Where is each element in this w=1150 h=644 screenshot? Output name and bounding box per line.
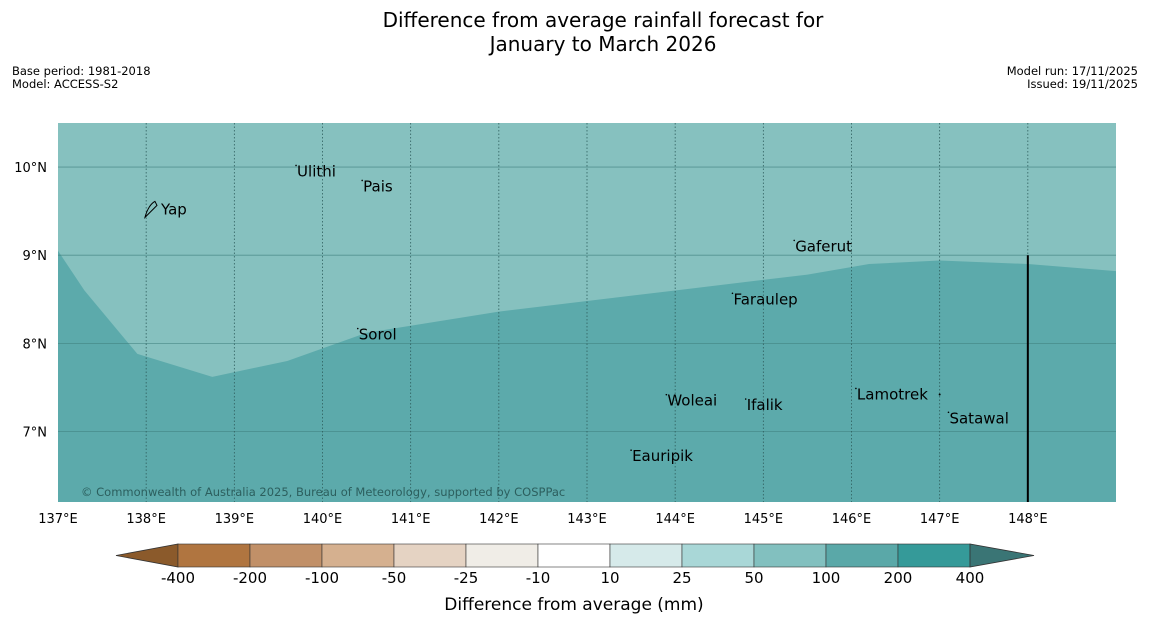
island-dot <box>295 164 297 167</box>
island-dot <box>356 327 359 330</box>
colorbar-swatch <box>825 543 899 568</box>
island-dot <box>938 393 941 396</box>
lon-tick-label: 140°E <box>303 512 343 527</box>
copyright-text: © Commonwealth of Australia 2025, Bureau… <box>81 485 565 499</box>
lat-tick-label: 10°N <box>14 161 47 176</box>
issued-text: Issued: 19/11/2025 <box>1027 77 1138 91</box>
place-label: Satawal <box>949 409 1008 427</box>
colorbar-tick-label: -200 <box>233 569 267 587</box>
island-dot <box>731 292 734 295</box>
place-label: Ifalik <box>747 396 783 414</box>
place-label: Faraulep <box>733 290 797 308</box>
colorbar-swatch <box>609 543 683 568</box>
colorbar-tick-label: 400 <box>956 569 985 587</box>
island-dot <box>947 411 950 414</box>
colorbar-swatch <box>753 543 827 568</box>
colorbar-tick-label: 200 <box>884 569 913 587</box>
lon-tick-label: 139°E <box>215 512 255 527</box>
colorbar-title: Difference from average (mm) <box>444 595 703 615</box>
colorbar-tick-label: -100 <box>305 569 339 587</box>
place-label: Lamotrek <box>857 385 928 403</box>
lon-tick-label: 145°E <box>744 512 784 527</box>
colorbar-swatch <box>465 543 539 568</box>
colorbar-swatch <box>393 543 467 568</box>
colorbar-tick-label: -10 <box>526 569 551 587</box>
map-plot-area: Yap Ulithi Pais Gaferut Faraulep Sorol Woleai I… <box>58 123 1116 502</box>
colorbar-swatch <box>897 543 971 568</box>
colorbar-tick-label: -25 <box>454 569 479 587</box>
colorbar-swatch <box>177 543 251 568</box>
lon-tick-label: 148°E <box>1008 512 1048 527</box>
lon-tick-label: 141°E <box>391 512 431 527</box>
meta-left: Base period: 1981-2018 Model: ACCESS-S2 <box>12 65 151 91</box>
colorbar-tick-label: -400 <box>161 569 195 587</box>
lat-tick-label: 8°N <box>23 337 48 352</box>
colorbar-tick-label: 100 <box>812 569 841 587</box>
lon-tick-label: 142°E <box>479 512 519 527</box>
colorbar-high-arrow <box>969 543 1035 568</box>
lat-tick-label: 7°N <box>23 425 48 440</box>
island-dot <box>793 239 795 242</box>
title-line-1: Difference from average rainfall forecas… <box>382 8 824 32</box>
place-label: Woleai <box>667 392 717 410</box>
place-label: Sorol <box>359 326 397 344</box>
colorbar-low-arrow <box>115 543 179 568</box>
colorbar-swatch <box>537 543 611 568</box>
lon-tick-label: 143°E <box>567 512 607 527</box>
chart-title: Difference from average rainfall forecas… <box>0 8 1150 56</box>
colorbar-swatch <box>681 543 755 568</box>
island-dot <box>855 387 857 390</box>
map-axes: 10°N 9°N 8°N 7°N 137°E 138°E 139°E 140°E 141°E 14… <box>14 161 1047 527</box>
place-label: Pais <box>363 177 393 195</box>
island-dot <box>744 398 747 400</box>
lon-tick-label: 146°E <box>832 512 872 527</box>
colorbar-tick-label: -50 <box>382 569 407 587</box>
lat-tick-label: 9°N <box>23 249 48 264</box>
lon-tick-label: 147°E <box>920 512 960 527</box>
island-dot <box>630 449 632 451</box>
island-outline-yap <box>144 200 158 220</box>
model-text: Model: ACCESS-S2 <box>12 77 119 91</box>
meta-right: Model run: 17/11/2025 Issued: 19/11/2025 <box>1007 65 1138 91</box>
title-line-2: January to March 2026 <box>489 32 717 56</box>
place-label: Eauripik <box>632 447 693 465</box>
lon-tick-label: 137°E <box>38 512 78 527</box>
colorbar-swatch <box>321 543 395 568</box>
island-dot <box>361 179 363 182</box>
colorbar-tick-label: 25 <box>672 569 691 587</box>
place-label: Gaferut <box>795 237 852 255</box>
place-label: Ulithi <box>297 162 336 180</box>
colorbar-legend: -400 -200 -100 -50 -25 -10 10 25 50 100 200 400 Diff… <box>115 543 1035 615</box>
colorbar-tick-label: 50 <box>744 569 763 587</box>
island-dot <box>665 393 668 396</box>
base-period-text: Base period: 1981-2018 <box>12 64 151 78</box>
lon-tick-label: 138°E <box>126 512 166 527</box>
model-run-text: Model run: 17/11/2025 <box>1006 64 1138 78</box>
colorbar-swatch <box>249 543 323 568</box>
lon-tick-label: 144°E <box>655 512 695 527</box>
place-label: Yap <box>160 200 187 218</box>
colorbar-tick-label: 10 <box>600 569 619 587</box>
